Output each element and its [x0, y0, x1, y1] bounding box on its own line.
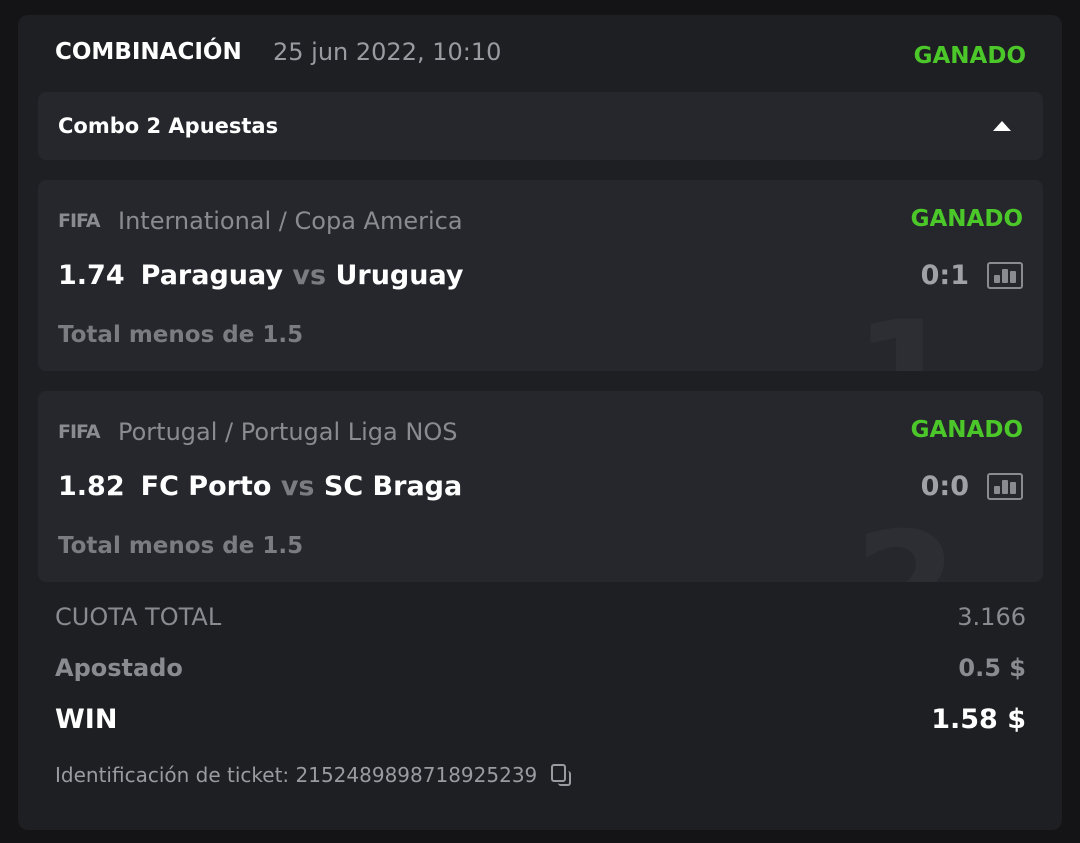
- away-team: SC Braga: [323, 471, 463, 502]
- ticket-status-badge: GANADO: [913, 43, 1026, 69]
- home-team: Paraguay: [140, 260, 283, 291]
- score-group: 0:1: [921, 260, 1023, 291]
- stats-icon[interactable]: [987, 473, 1023, 500]
- total-odds-value: 3.166: [957, 603, 1026, 631]
- fifa-logo-icon: FIFA: [58, 421, 101, 443]
- bet-item: 2 FIFA Portugal / Portugal Liga NOS GANA…: [38, 391, 1043, 582]
- stats-icon[interactable]: [987, 262, 1023, 289]
- caret-up-icon[interactable]: [993, 121, 1011, 131]
- fifa-logo-icon: FIFA: [58, 210, 101, 232]
- match-line: 1.74 Paraguay vs Uruguay: [58, 260, 463, 291]
- bet-market: Total menos de 1.5: [58, 533, 304, 559]
- combo-toggle[interactable]: Combo 2 Apuestas: [38, 92, 1043, 160]
- league-name: International / Copa America: [118, 207, 463, 235]
- match-teams: Paraguay vs Uruguay: [141, 260, 464, 291]
- score-group: 0:0: [921, 471, 1023, 502]
- bet-ticket-card: COMBINACIÓN 25 jun 2022, 10:10 GANADO Co…: [18, 15, 1062, 830]
- bet-type-title: COMBINACIÓN: [55, 39, 242, 65]
- bet-status: GANADO: [910, 417, 1023, 443]
- vs-label: vs: [280, 471, 315, 502]
- home-team: FC Porto: [140, 471, 272, 502]
- combo-label: Combo 2 Apuestas: [58, 114, 279, 138]
- bet-odds: 1.74: [58, 260, 125, 291]
- stake-label: Apostado: [55, 654, 183, 682]
- stake-value: 0.5 $: [958, 654, 1026, 682]
- away-team: Uruguay: [335, 260, 464, 291]
- bet-item: 1 FIFA International / Copa America GANA…: [38, 180, 1043, 371]
- win-value: 1.58 $: [931, 704, 1026, 735]
- league-name: Portugal / Portugal Liga NOS: [118, 418, 458, 446]
- vs-label: vs: [292, 260, 327, 291]
- bet-date: 25 jun 2022, 10:10: [273, 38, 502, 66]
- bet-market: Total menos de 1.5: [58, 322, 304, 348]
- copy-icon[interactable]: [551, 764, 573, 786]
- win-label: WIN: [55, 704, 118, 735]
- total-odds-label: CUOTA TOTAL: [55, 603, 222, 631]
- bet-index: 1: [854, 302, 958, 371]
- match-score: 0:0: [920, 471, 969, 502]
- bet-odds: 1.82: [58, 471, 125, 502]
- match-score: 0:1: [920, 260, 969, 291]
- match-line: 1.82 FC Porto vs SC Braga: [58, 471, 462, 502]
- bet-index: 2: [854, 513, 958, 582]
- match-teams: FC Porto vs SC Braga: [141, 471, 463, 502]
- bet-status: GANADO: [910, 206, 1023, 232]
- ticket-id: Identificación de ticket: 21524898987189…: [55, 763, 538, 787]
- ticket-row: Identificación de ticket: 21524898987189…: [55, 763, 573, 787]
